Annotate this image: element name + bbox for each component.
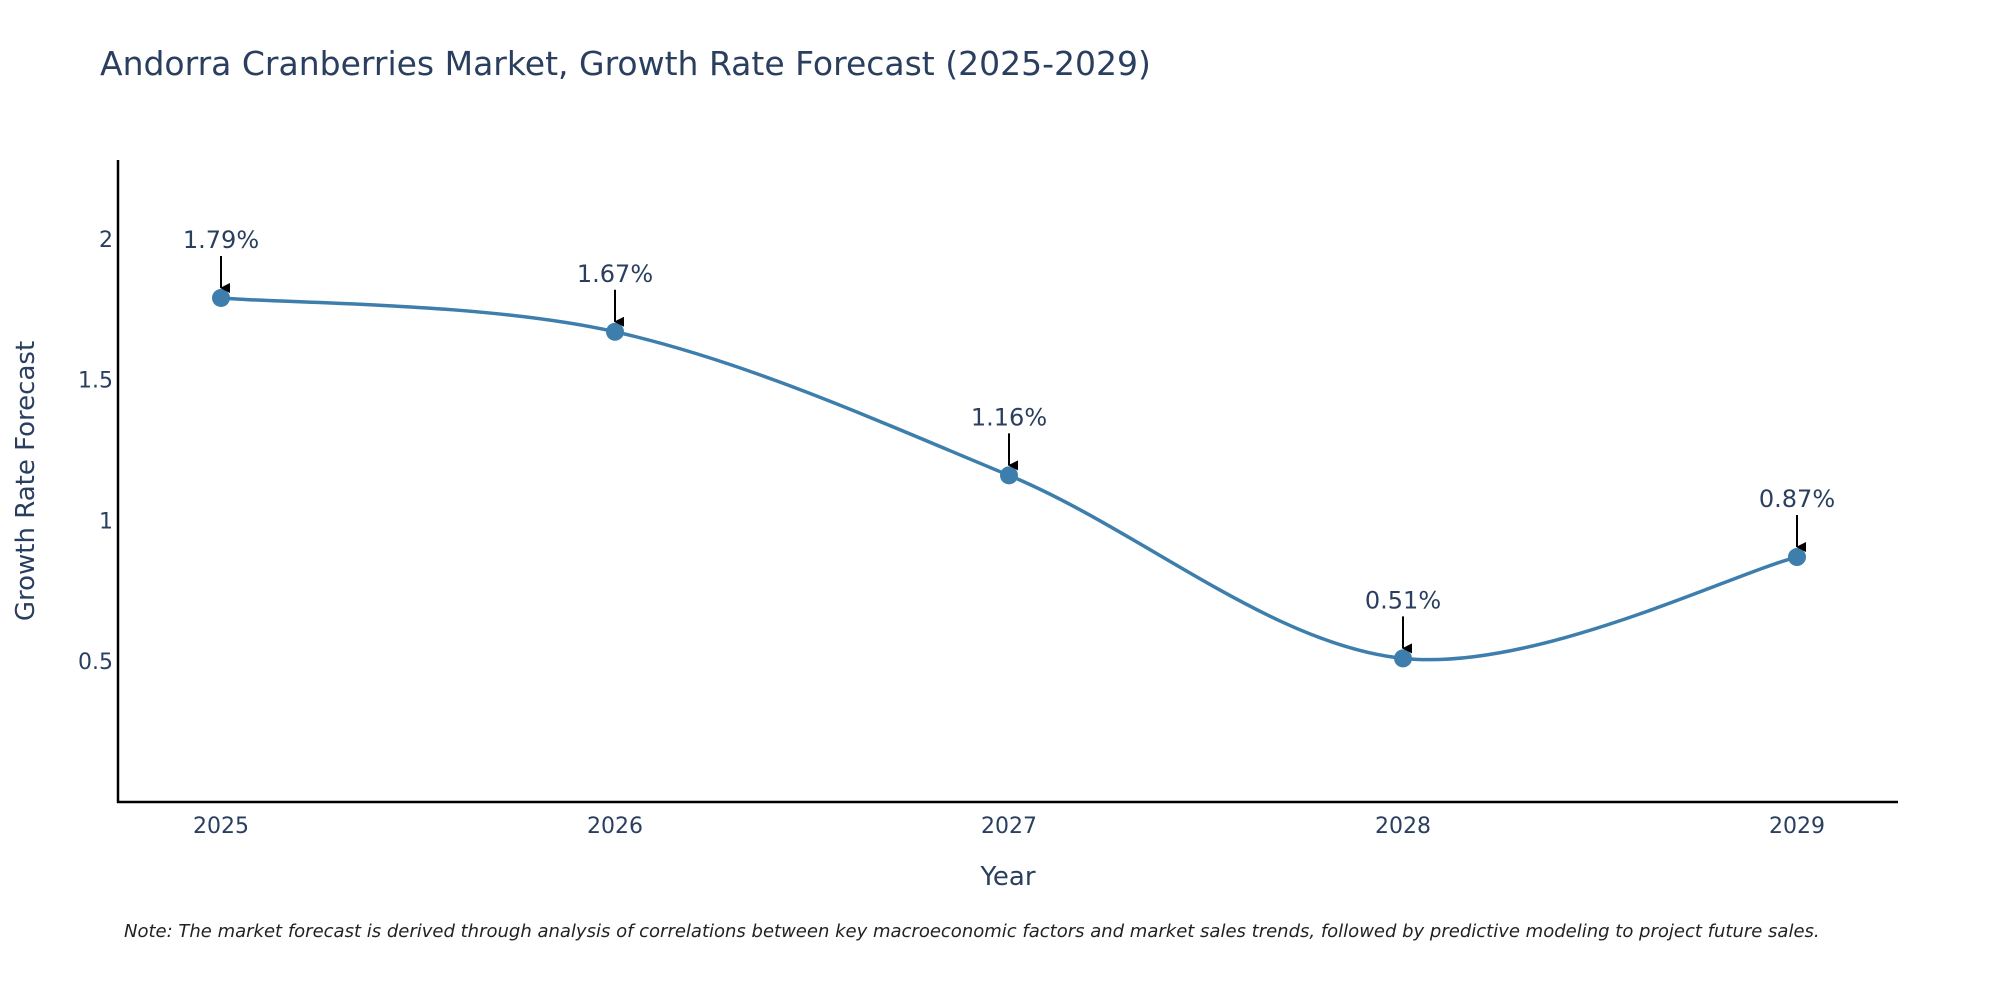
y-tick-label: 2 [99,228,113,253]
chart-title: Andorra Cranberries Market, Growth Rate … [100,44,1151,83]
y-tick-label: 0.5 [78,650,113,675]
x-tick-label: 2028 [1375,814,1431,839]
data-point [1394,649,1412,668]
data-point [606,322,624,341]
x-tick-label: 2029 [1769,814,1825,839]
series-growth-rate [212,288,1806,668]
x-tick-label: 2025 [193,814,249,839]
data-label: 1.79% [183,226,259,254]
x-axis-title: Year [979,862,1035,892]
data-label: 1.67% [577,260,653,288]
y-tick-label: 1 [99,509,113,534]
y-axis-title: Growth Rate Forecast [11,341,41,621]
x-tick-label: 2026 [587,814,643,839]
data-label: 0.51% [1365,586,1441,614]
data-point [212,288,230,307]
data-label: 1.16% [971,403,1047,431]
data-point [1788,548,1806,567]
x-tick-label: 2027 [981,814,1037,839]
y-tick-label: 1.5 [78,369,113,394]
data-label: 0.87% [1759,485,1835,513]
axes: 0.5 1 1.5 2 2025 2026 2027 2028 2029 Year Growth R… [11,160,1898,892]
footnote: Note: The market forecast is derived thr… [124,921,1820,942]
data-point [1000,466,1018,485]
data-labels: 1.79% 1.67% 1.16% 0.51% 0.87% [183,226,1835,654]
